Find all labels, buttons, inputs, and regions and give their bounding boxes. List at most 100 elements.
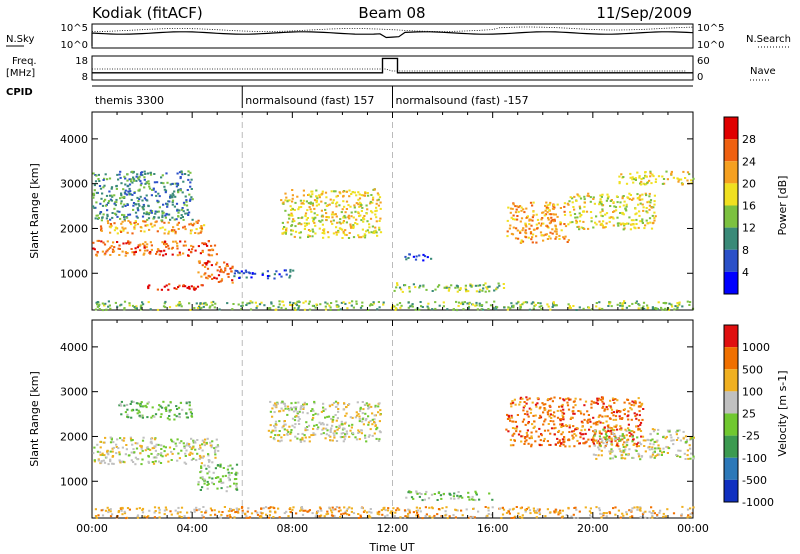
heatmap-cell bbox=[415, 491, 418, 494]
heatmap-cell bbox=[601, 208, 604, 211]
heatmap-cell bbox=[371, 198, 375, 201]
heatmap-cell bbox=[371, 418, 374, 421]
heatmap-cell bbox=[571, 410, 574, 413]
heatmap-cell bbox=[540, 222, 544, 225]
heatmap-cell bbox=[199, 444, 202, 447]
heatmap-cell bbox=[370, 231, 373, 234]
heatmap-cell bbox=[515, 427, 518, 430]
heatmap-cell bbox=[174, 442, 177, 445]
heatmap-cell bbox=[96, 443, 99, 446]
heatmap-cell bbox=[179, 189, 182, 192]
heatmap-cell bbox=[335, 300, 338, 303]
heatmap-cell bbox=[195, 506, 198, 509]
heatmap-cell bbox=[306, 429, 309, 431]
heatmap-cell bbox=[313, 207, 316, 210]
heatmap-cell bbox=[445, 506, 448, 509]
heatmap-cell bbox=[545, 207, 548, 210]
heatmap-cell bbox=[135, 402, 138, 405]
heatmap-cell bbox=[181, 208, 184, 211]
heatmap-cell bbox=[285, 273, 288, 276]
heatmap-cell bbox=[159, 462, 163, 464]
heatmap-cell bbox=[210, 509, 214, 512]
heatmap-cell bbox=[540, 305, 543, 308]
heatmap-cell bbox=[515, 208, 518, 211]
heatmap-cell bbox=[154, 437, 157, 440]
heatmap-cell bbox=[640, 307, 643, 310]
heatmap-cell bbox=[555, 230, 558, 233]
heatmap-cell bbox=[592, 422, 595, 425]
heatmap-cell bbox=[589, 200, 592, 203]
heatmap-cell bbox=[107, 463, 110, 466]
heatmap-cell bbox=[332, 232, 335, 235]
heatmap-cell bbox=[120, 202, 123, 205]
heatmap-cell bbox=[278, 516, 281, 519]
heatmap-cell bbox=[639, 423, 642, 426]
heatmap-cell bbox=[516, 205, 519, 208]
heatmap-cell bbox=[549, 237, 552, 240]
heatmap-cell bbox=[460, 302, 463, 305]
heatmap-cell bbox=[672, 176, 675, 179]
heatmap-cell bbox=[549, 308, 552, 311]
heatmap-cell bbox=[197, 271, 200, 274]
heatmap-cell bbox=[659, 450, 662, 453]
heatmap-cell bbox=[320, 433, 323, 436]
heatmap-cell bbox=[415, 490, 418, 493]
heatmap-cell bbox=[397, 508, 400, 511]
heatmap-cell bbox=[365, 440, 368, 443]
heatmap-cell bbox=[270, 301, 273, 304]
heatmap-cell bbox=[467, 290, 470, 293]
heatmap-cell bbox=[206, 244, 209, 247]
heatmap-cell bbox=[636, 506, 639, 509]
heatmap-cell bbox=[296, 195, 299, 198]
heatmap-cell bbox=[538, 427, 541, 430]
heatmap-cell bbox=[123, 437, 126, 440]
heatmap-cell bbox=[605, 431, 608, 434]
heatmap-cell bbox=[307, 229, 311, 231]
heatmap-cell bbox=[167, 460, 170, 463]
heatmap-cell bbox=[461, 514, 464, 517]
heatmap-cell bbox=[142, 205, 146, 208]
heatmap-cell bbox=[248, 516, 252, 519]
heatmap-cell bbox=[155, 252, 158, 255]
heatmap-cell bbox=[336, 194, 339, 197]
heatmap-cell bbox=[106, 209, 109, 212]
heatmap-cell bbox=[107, 248, 110, 250]
heatmap-cell bbox=[149, 173, 153, 176]
heatmap-cell bbox=[531, 301, 535, 304]
heatmap-cell bbox=[107, 202, 110, 204]
heatmap-cell bbox=[129, 221, 132, 224]
heatmap-cell bbox=[616, 437, 619, 440]
heatmap-cell bbox=[485, 286, 488, 289]
heatmap-cell bbox=[197, 219, 200, 222]
heatmap-cell bbox=[197, 508, 201, 511]
heatmap-cell bbox=[285, 196, 288, 199]
heatmap-cell bbox=[574, 428, 577, 431]
heatmap-cell bbox=[133, 192, 136, 194]
heatmap-cell bbox=[653, 441, 656, 443]
y-axis-title: Slant Range [km] bbox=[28, 163, 41, 259]
heatmap-cell bbox=[169, 183, 172, 186]
heatmap-cell bbox=[226, 302, 229, 305]
heatmap-cell bbox=[342, 427, 345, 430]
heatmap-cell bbox=[622, 228, 625, 231]
heatmap-cell bbox=[377, 439, 381, 442]
heatmap-cell bbox=[598, 507, 601, 510]
heatmap-cell bbox=[189, 222, 193, 225]
heatmap-cell bbox=[236, 488, 239, 491]
heatmap-cell bbox=[179, 176, 182, 178]
heatmap-cell bbox=[215, 263, 218, 266]
heatmap-cell bbox=[616, 428, 619, 431]
heatmap-cell bbox=[196, 439, 199, 441]
heatmap-cell bbox=[618, 182, 621, 185]
heatmap-cell bbox=[179, 177, 182, 180]
heatmap-cell bbox=[591, 438, 594, 441]
heatmap-cell bbox=[610, 305, 613, 308]
heatmap-cell bbox=[121, 226, 124, 229]
heatmap-cell bbox=[408, 290, 411, 293]
heatmap-cell bbox=[543, 214, 546, 217]
heatmap-cell bbox=[123, 214, 126, 217]
heatmap-cell bbox=[657, 447, 660, 450]
heatmap-cell bbox=[167, 288, 170, 291]
heatmap-cell bbox=[152, 217, 155, 220]
heatmap-cell bbox=[426, 305, 429, 308]
